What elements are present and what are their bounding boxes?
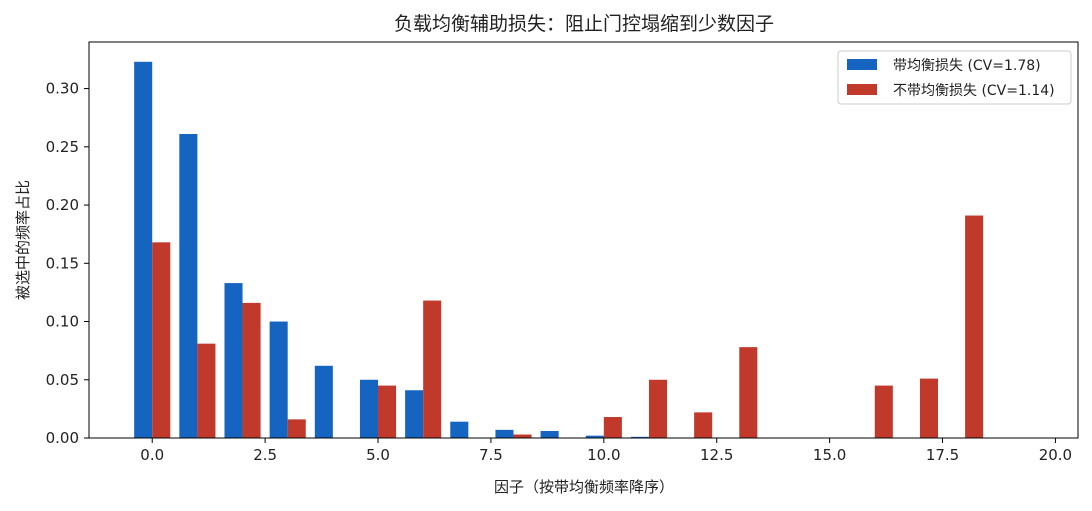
y-tick-label: 0.15 bbox=[46, 254, 79, 272]
legend-label-balanced: 带均衡损失 (CV=1.78) bbox=[893, 58, 1041, 74]
x-tick-label: 15.0 bbox=[813, 446, 846, 464]
bar-balanced-factor-2 bbox=[224, 283, 243, 438]
bar-unbalanced-factor-1 bbox=[197, 343, 216, 438]
y-tick-label: 0.20 bbox=[46, 196, 79, 214]
bar-unbalanced-factor-11 bbox=[648, 379, 668, 438]
legend: 带均衡损失 (CV=1.78) 不带均衡损失 (CV=1.14) bbox=[837, 50, 1072, 105]
bar-unbalanced-factor-10 bbox=[603, 417, 622, 438]
y-tick-label: 0.00 bbox=[46, 429, 79, 447]
x-tick-label: 12.5 bbox=[700, 446, 733, 464]
bar-unbalanced-factor-12 bbox=[694, 412, 713, 438]
y-tick-label: 0.30 bbox=[46, 80, 79, 98]
x-tick-label: 5.0 bbox=[366, 446, 390, 464]
bar-unbalanced-factor-3 bbox=[287, 419, 306, 438]
x-tick-label: 17.5 bbox=[926, 446, 959, 464]
bar-unbalanced-factor-5 bbox=[378, 385, 397, 438]
bar-balanced-factor-0 bbox=[134, 61, 153, 439]
bar-balanced-factor-1 bbox=[179, 134, 198, 438]
legend-label-unbalanced: 不带均衡损失 (CV=1.14) bbox=[893, 83, 1055, 99]
bar-unbalanced-factor-18 bbox=[965, 215, 984, 438]
legend-box bbox=[837, 50, 1072, 105]
legend-swatch-unbalanced bbox=[847, 84, 877, 95]
bar-unbalanced-factor-2 bbox=[242, 302, 261, 438]
legend-swatch-balanced bbox=[847, 59, 877, 70]
bar-balanced-factor-6 bbox=[405, 390, 424, 438]
y-tick-label: 0.10 bbox=[46, 313, 79, 331]
bar-balanced-factor-10 bbox=[585, 435, 604, 438]
bars-layer bbox=[134, 61, 984, 439]
x-tick-label: 10.0 bbox=[587, 446, 620, 464]
y-tick-label: 0.05 bbox=[46, 371, 79, 389]
bar-balanced-factor-7 bbox=[450, 421, 469, 438]
x-tick-label: 0.0 bbox=[140, 446, 164, 464]
x-tick-label: 7.5 bbox=[479, 446, 503, 464]
bar-balanced-factor-9 bbox=[540, 431, 559, 438]
bar-balanced-factor-11 bbox=[630, 436, 649, 438]
x-tick-label: 20.0 bbox=[1039, 446, 1072, 464]
bar-balanced-factor-5 bbox=[359, 379, 379, 438]
bar-balanced-factor-8 bbox=[495, 429, 514, 438]
bar-unbalanced-factor-8 bbox=[513, 434, 532, 438]
bar-balanced-factor-3 bbox=[269, 321, 288, 438]
bar-unbalanced-factor-0 bbox=[152, 242, 171, 438]
x-axis-title: 因子（按带均衡频率降序） bbox=[494, 478, 674, 496]
x-axis: 0.0 2.5 5.0 7.5 10.0 12.5 15.0 17.5 20.0 bbox=[140, 438, 1072, 464]
bar-unbalanced-factor-6 bbox=[423, 300, 442, 438]
bar-unbalanced-factor-17 bbox=[919, 378, 938, 438]
chart-title: 负载均衡辅助损失：阻止门控塌缩到少数因子 bbox=[394, 13, 774, 35]
bar-unbalanced-factor-13 bbox=[739, 347, 758, 438]
x-tick-label: 2.5 bbox=[253, 446, 277, 464]
y-tick-label: 0.25 bbox=[46, 138, 79, 156]
y-axis: 0.00 0.05 0.10 0.15 0.20 0.25 0.30 bbox=[46, 80, 89, 447]
y-axis-title: 被选中的频率占比 bbox=[14, 180, 32, 300]
bar-unbalanced-factor-16 bbox=[874, 385, 893, 438]
bar-balanced-factor-4 bbox=[314, 365, 333, 438]
plot-frame bbox=[88, 41, 1079, 439]
